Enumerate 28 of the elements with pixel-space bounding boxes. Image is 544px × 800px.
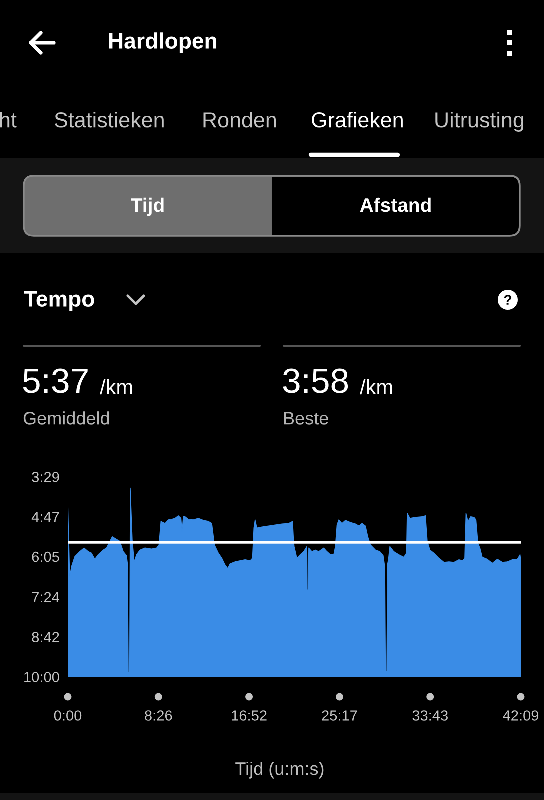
x-tick-label: 42:09 [503,710,539,721]
text: Grafieken [312,112,403,128]
text: Beste [284,412,328,425]
text: Uitrusting [436,112,524,132]
x-tick-label: 16:52 [232,710,267,721]
y-tick-label: 8:42 [32,632,60,643]
text: Statistieken [54,112,164,128]
text: Gemiddeld [24,412,110,425]
text: Afstand [360,198,431,212]
x-axis-title: Tijd (u:m:s) [236,762,324,779]
y-tick-label: 3:29 [32,472,60,482]
text: ht [0,112,17,128]
y-tick-label: 10:00 [24,672,60,682]
text: /km [100,379,132,395]
text: Ronden [204,112,276,128]
text: 3:58 [283,368,348,394]
y-tick-label: 6:05 [32,552,60,562]
text: Tijd [131,198,164,216]
y-tick-label: 4:47 [32,512,60,522]
x-tick-label: 33:43 [412,710,448,721]
x-tick-label: 0:00 [54,710,82,721]
text: 5:37 [23,368,88,394]
y-tick-label: 7:24 [32,592,60,602]
text: /km [360,379,392,395]
chart-title: Tempo [24,291,94,312]
x-tick-label: 8:26 [145,710,172,721]
x-tick-label: 25:17 [322,710,358,721]
text: Hardlopen [109,32,217,54]
